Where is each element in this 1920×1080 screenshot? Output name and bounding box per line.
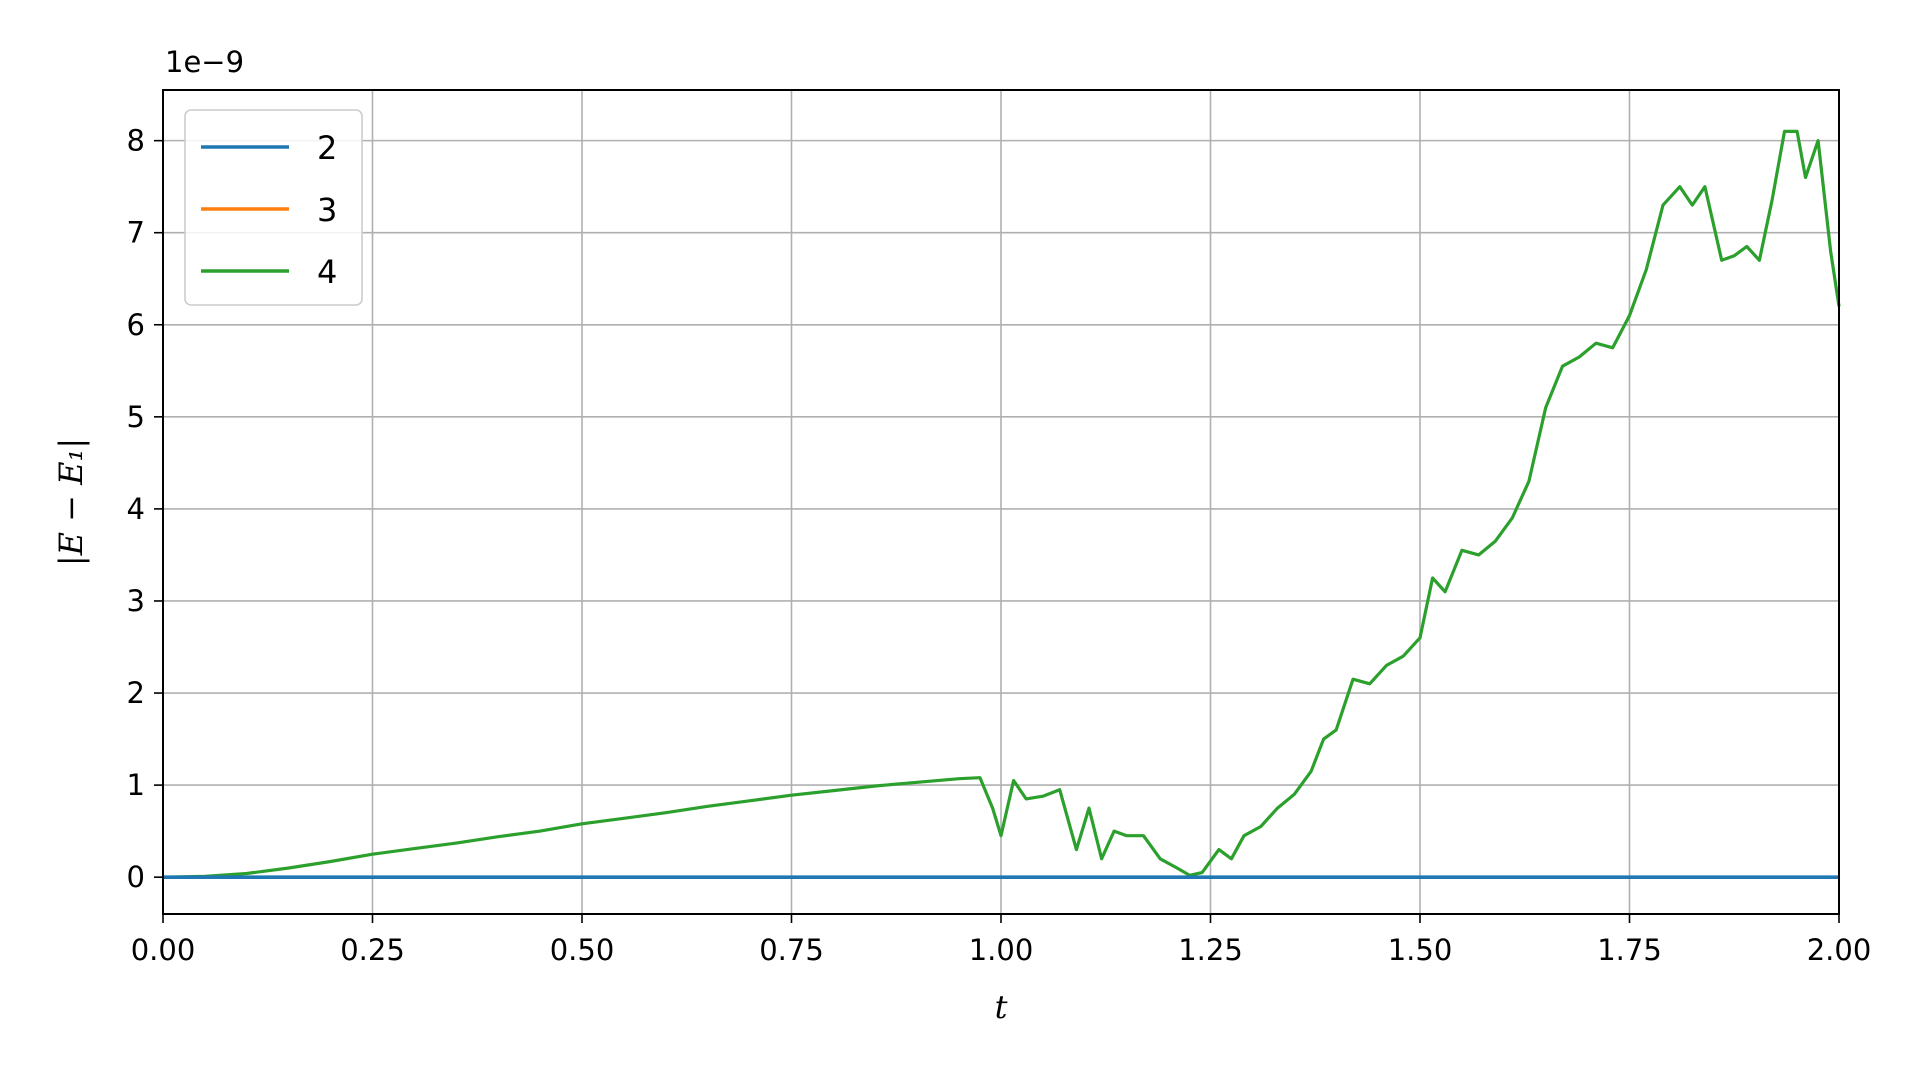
y-tick-label: 8 [127, 124, 145, 158]
y-axis-ticks: 0 1 2 3 4 5 6 7 8 [127, 124, 163, 894]
y-tick-label: 5 [127, 400, 145, 434]
y-tick-label: 3 [127, 584, 145, 618]
y-axis-label: |E − E₁| [52, 438, 90, 566]
x-tick-label: 0.00 [131, 933, 196, 967]
series-line-4 [162, 129, 1841, 879]
legend-label-4: 4 [317, 253, 337, 291]
x-tick-label: 0.75 [759, 933, 824, 967]
y-tick-label: 7 [127, 216, 145, 250]
x-tick-label: 1.25 [1178, 933, 1243, 967]
legend-label-2: 2 [317, 129, 337, 167]
x-tick-label: 1.00 [969, 933, 1034, 967]
y-tick-label: 6 [127, 308, 145, 342]
x-tick-label: 0.50 [550, 933, 615, 967]
x-axis-label: t [995, 988, 1008, 1026]
x-axis-ticks: 0.00 0.25 0.50 0.75 1.00 1.25 1.50 1.75 2.00 [131, 914, 1872, 967]
y-tick-label: 4 [127, 492, 145, 526]
legend-label-3: 3 [317, 191, 337, 229]
x-tick-label: 0.25 [340, 933, 405, 967]
x-tick-label: 2.00 [1807, 933, 1872, 967]
x-tick-label: 1.75 [1597, 933, 1662, 967]
y-tick-label: 1 [127, 768, 145, 802]
y-tick-label: 2 [127, 676, 145, 710]
legend: 2 3 4 [184, 109, 363, 306]
y-axis-offset-label: 1e−9 [165, 45, 244, 79]
x-tick-label: 1.50 [1388, 933, 1453, 967]
y-tick-label: 0 [127, 860, 145, 894]
series-layer [162, 129, 1841, 880]
